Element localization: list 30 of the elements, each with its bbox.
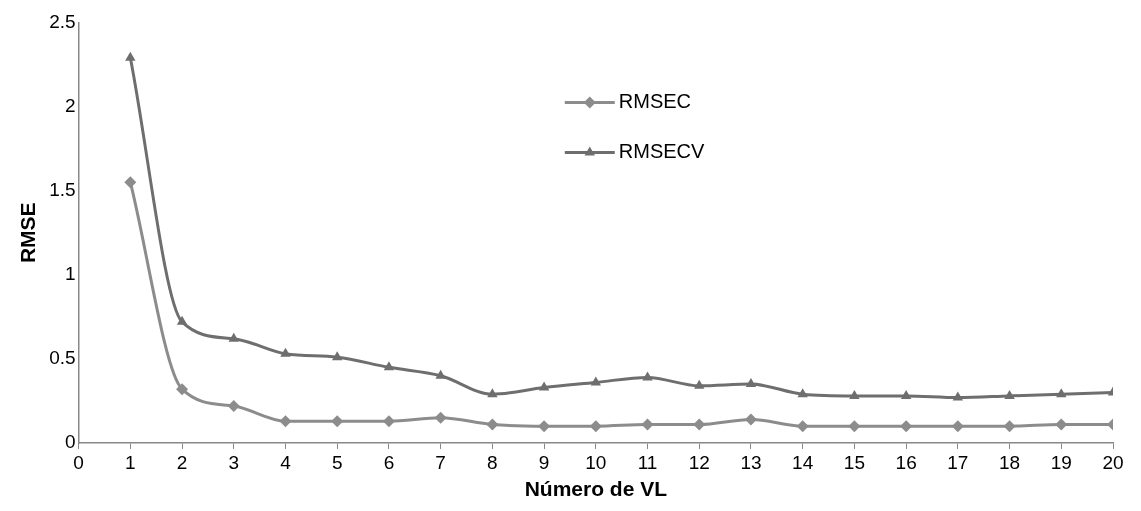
x-tick-label: 17 (947, 451, 969, 473)
y-tick-label: 1 (65, 262, 76, 284)
x-tick-label: 16 (895, 451, 917, 473)
x-tick-label: 18 (998, 451, 1021, 473)
x-tick-label: 5 (331, 451, 343, 473)
x-tick-label: 20 (1102, 451, 1124, 473)
y-tick-label: 0 (65, 431, 76, 453)
legend-label: RMSEC (618, 89, 692, 112)
x-tick-label: 7 (435, 451, 446, 473)
x-tick-label: 9 (538, 451, 550, 473)
y-tick-label: 2 (65, 94, 76, 116)
x-tick-label: 2 (176, 451, 188, 473)
x-tick-label: 11 (637, 451, 658, 473)
x-tick-label: 6 (383, 451, 395, 473)
x-tick-label: 12 (688, 451, 710, 473)
x-tick-label: 3 (228, 451, 240, 473)
y-tick-label: 1.5 (49, 178, 76, 200)
legend-label: RMSECV (618, 139, 705, 162)
x-tick-label: 19 (1050, 451, 1072, 473)
x-axis-title: Número de VL (524, 477, 668, 501)
y-tick-label: 2.5 (49, 10, 76, 32)
y-axis-title: RMSE (16, 202, 40, 264)
x-tick-label: 1 (125, 451, 136, 473)
x-tick-label: 10 (585, 451, 607, 473)
x-tick-label: 8 (487, 451, 498, 473)
x-tick-label: 15 (843, 451, 865, 473)
x-tick-label: 14 (792, 451, 814, 473)
y-tick-label: 0.5 (49, 347, 76, 369)
x-tick-label: 13 (740, 451, 762, 473)
x-tick-label: 4 (280, 451, 292, 473)
